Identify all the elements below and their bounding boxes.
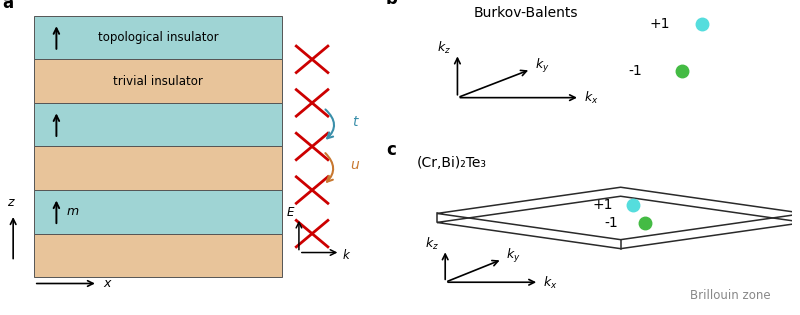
Text: $x$: $x$ [103, 277, 114, 290]
Text: $k_x$: $k_x$ [543, 275, 558, 291]
Text: -1: -1 [604, 216, 618, 230]
Bar [34, 16, 282, 59]
Text: $z$: $z$ [6, 197, 15, 209]
Text: topological insulator: topological insulator [98, 31, 218, 44]
Bar [34, 234, 282, 277]
Text: $m$: $m$ [66, 205, 79, 218]
Bar [34, 146, 282, 190]
Text: $k_y$: $k_y$ [535, 57, 550, 75]
Text: -1: -1 [629, 64, 642, 78]
Text: $k_y$: $k_y$ [506, 247, 521, 265]
Bar [34, 59, 282, 103]
Text: $k_z$: $k_z$ [437, 40, 451, 56]
Text: trivial insulator: trivial insulator [113, 75, 203, 88]
Text: $E$: $E$ [286, 206, 295, 219]
Text: +1: +1 [592, 198, 613, 212]
Text: (Cr,Bi)₂Te₃: (Cr,Bi)₂Te₃ [417, 156, 486, 170]
Text: +1: +1 [650, 17, 670, 31]
Bar [34, 190, 282, 234]
Text: a: a [2, 0, 13, 12]
Text: Brillouin zone: Brillouin zone [690, 289, 770, 302]
Text: $u$: $u$ [350, 158, 360, 172]
Text: $k$: $k$ [342, 248, 351, 262]
Bar [34, 103, 282, 146]
Text: $t$: $t$ [351, 115, 359, 129]
Text: $k_x$: $k_x$ [584, 90, 598, 106]
Text: b: b [386, 0, 398, 8]
Text: c: c [386, 141, 396, 159]
Text: Burkov-Balents: Burkov-Balents [474, 6, 578, 20]
Text: $k_z$: $k_z$ [425, 236, 438, 252]
